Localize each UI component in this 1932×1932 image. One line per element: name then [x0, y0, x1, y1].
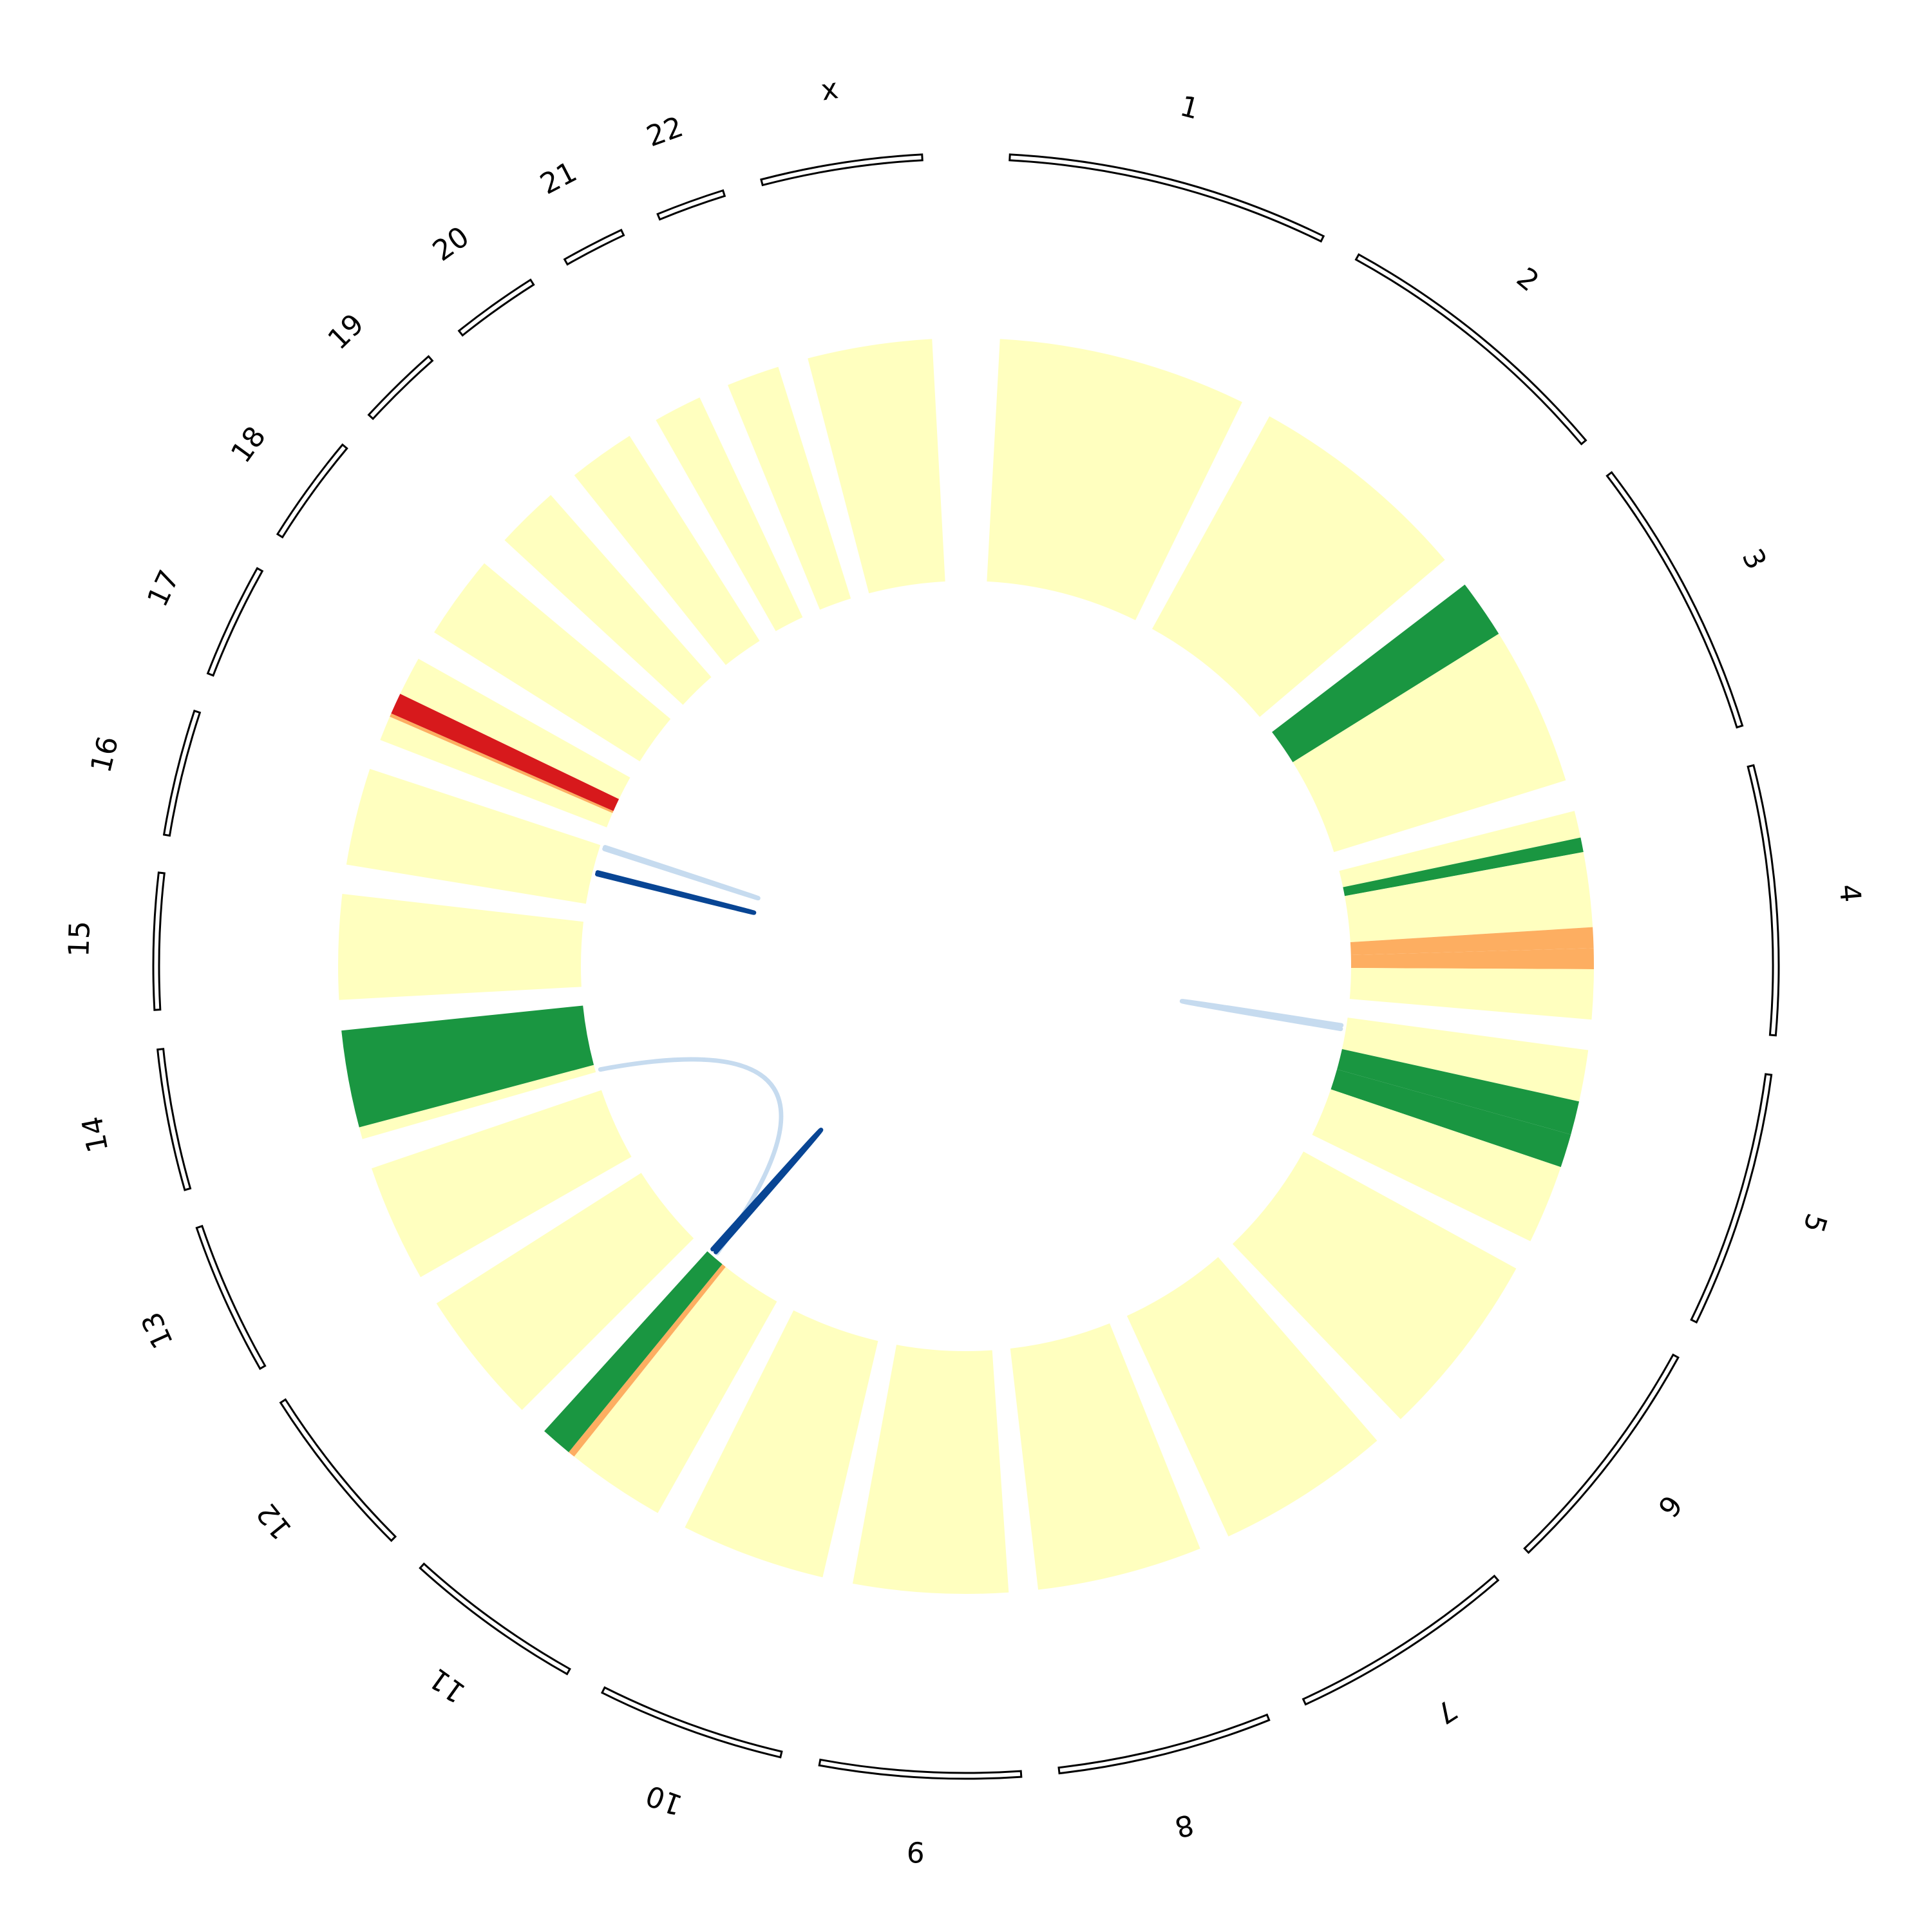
chromosome-label-21: 21	[535, 155, 582, 201]
chromosome-label-6: 6	[1651, 1489, 1689, 1523]
heat-segment-chr14-0	[359, 1065, 596, 1139]
heat-segment-chr11-0	[574, 1267, 777, 1513]
heat-segment-chr6-0	[1232, 1151, 1517, 1419]
heat-segment-chr11-1	[569, 1264, 726, 1457]
heat-segment-chr7-0	[1126, 1257, 1378, 1537]
ideogram-segment-chr8	[1057, 1713, 1271, 1775]
chromosome-label-17: 17	[141, 565, 186, 612]
chromosome-label-5: 5	[1796, 1209, 1833, 1236]
link-chr11-chr11-2	[710, 1128, 824, 1255]
ideogram-segment-chr1	[1009, 153, 1325, 243]
heat-segment-chr5-3	[1312, 1089, 1561, 1242]
heat-segment-chr19-0	[504, 495, 712, 705]
heat-segment-chr3-0	[1272, 584, 1499, 762]
ideogram-segment-chr3	[1605, 471, 1744, 729]
copy-number-heat-track	[338, 339, 1595, 1594]
heat-segment-chr5-0	[1341, 1018, 1589, 1102]
heat-segment-chr9-0	[852, 1345, 1009, 1594]
heat-segment-chr4-2	[1345, 851, 1593, 942]
heat-segment-chr4-1	[1343, 837, 1584, 896]
ideogram-segment-chr21	[563, 229, 625, 266]
chromosome-label-16: 16	[84, 733, 125, 776]
heat-segment-chr14-1	[341, 1005, 594, 1128]
heat-segment-chr17-2	[391, 694, 620, 811]
ideogram-segment-chr6	[1523, 1353, 1680, 1554]
heat-segment-chr5-1	[1337, 1049, 1580, 1135]
heat-segment-chr18-0	[434, 563, 671, 762]
ideogram-segment-chr11	[419, 1562, 571, 1676]
heat-segment-chr4-0	[1339, 811, 1581, 887]
ideogram-segment-chr16	[162, 709, 202, 837]
ideogram-segment-chr22	[656, 189, 726, 221]
heat-segment-chr15-0	[338, 893, 583, 1000]
heat-segment-chr4-5	[1349, 968, 1594, 1020]
ideogram-segment-chr7	[1302, 1574, 1500, 1706]
heat-segment-chr22-0	[728, 366, 851, 610]
heat-segment-chr17-3	[400, 658, 630, 799]
chromosome-ideogram-ring	[152, 153, 1780, 1780]
heat-segment-chr3-1	[1293, 634, 1566, 853]
ideogram-segment-chr20	[457, 278, 535, 337]
link-chr11-chr14-1	[598, 1057, 784, 1256]
heat-segment-chr2-0	[1152, 416, 1445, 717]
chromosome-label-12: 12	[251, 1497, 299, 1546]
heat-segment-chr17-0	[380, 716, 613, 828]
link-chr5-chr5-0	[1179, 999, 1344, 1032]
chromosome-label-20: 20	[427, 220, 475, 268]
ideogram-segment-chr18	[276, 443, 348, 539]
chromosome-label-2: 2	[1510, 261, 1545, 298]
ideogram-segment-chr12	[279, 1398, 397, 1542]
chromosome-label-8: 8	[1171, 1807, 1197, 1843]
heat-segment-chr21-0	[656, 397, 803, 632]
heat-segment-chr8-0	[1010, 1323, 1200, 1590]
chromosome-label-11: 11	[423, 1662, 471, 1709]
heat-segment-chrx-0	[808, 339, 945, 594]
chromosome-label-15: 15	[62, 920, 97, 958]
heat-segment-chr11-2	[544, 1251, 723, 1452]
chromosome-label-18: 18	[225, 421, 272, 469]
chromosome-label-14: 14	[76, 1113, 115, 1155]
heat-segment-chr4-4	[1350, 948, 1595, 969]
ideogram-segment-chr9	[818, 1758, 1023, 1780]
heat-segment-chr17-1	[390, 713, 614, 813]
heat-segment-chr13-0	[372, 1090, 632, 1278]
heat-segment-chr5-2	[1331, 1069, 1571, 1168]
chromosome-label-13: 13	[135, 1307, 180, 1354]
ideogram-segment-chr19	[367, 355, 434, 421]
chromosome-label-9: 9	[906, 1835, 926, 1869]
chromosome-label-19: 19	[322, 308, 371, 357]
ideogram-segment-chr17	[206, 567, 264, 677]
heat-segment-chr16-0	[346, 768, 601, 904]
link-lines	[594, 845, 1344, 1256]
heat-segment-chr1-0	[987, 339, 1242, 620]
ideogram-segment-chr13	[195, 1224, 267, 1370]
chromosome-label-3: 3	[1736, 544, 1773, 574]
ideogram-segment-chr2	[1354, 253, 1587, 446]
heat-segment-chr4-3	[1350, 927, 1594, 956]
ideogram-segment-chrx	[760, 153, 923, 187]
ideogram-segment-chr5	[1690, 1073, 1773, 1324]
ideogram-segment-chr15	[152, 871, 166, 1011]
chromosome-label-x: x	[819, 72, 840, 107]
ideogram-segment-chr10	[600, 1686, 783, 1759]
chromosome-label-7: 7	[1430, 1692, 1463, 1730]
chromosome-label-1: 1	[1177, 90, 1202, 126]
link-chr16-chr16-3	[602, 845, 761, 901]
link-chr16-chr16-4	[594, 870, 757, 915]
chromosome-label-10: 10	[641, 1778, 687, 1821]
ideogram-segment-chr4	[1747, 764, 1780, 1037]
ideogram-segment-chr14	[156, 1048, 192, 1191]
heat-segment-chr10-0	[685, 1310, 878, 1578]
heat-segment-chr20-0	[574, 435, 760, 665]
heat-segment-chr12-0	[436, 1173, 694, 1410]
chromosome-label-22: 22	[642, 110, 687, 153]
chromosome-label-4: 4	[1833, 883, 1867, 904]
